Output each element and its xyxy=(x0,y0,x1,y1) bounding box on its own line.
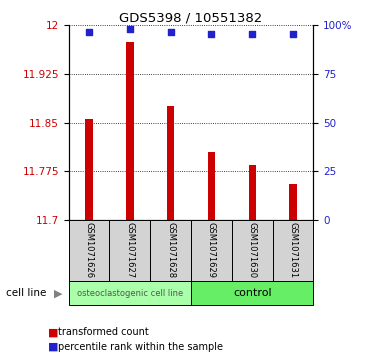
Text: GSM1071629: GSM1071629 xyxy=(207,223,216,278)
Title: GDS5398 / 10551382: GDS5398 / 10551382 xyxy=(119,11,263,24)
Bar xyxy=(85,119,93,220)
Text: osteoclastogenic cell line: osteoclastogenic cell line xyxy=(77,289,183,298)
Text: ■: ■ xyxy=(48,327,59,337)
Bar xyxy=(289,184,297,220)
Point xyxy=(209,31,214,37)
Bar xyxy=(167,106,174,220)
Text: transformed count: transformed count xyxy=(58,327,148,337)
Text: cell line: cell line xyxy=(6,288,46,298)
Point xyxy=(168,29,174,35)
Point xyxy=(86,29,92,35)
Text: GSM1071628: GSM1071628 xyxy=(166,223,175,278)
Bar xyxy=(126,42,134,220)
Bar xyxy=(150,220,191,281)
Bar xyxy=(273,220,313,281)
Text: ■: ■ xyxy=(48,342,59,352)
Text: ▶: ▶ xyxy=(54,288,62,298)
Bar xyxy=(69,281,191,305)
Point xyxy=(249,31,255,37)
Text: GSM1071631: GSM1071631 xyxy=(289,223,298,278)
Text: GSM1071626: GSM1071626 xyxy=(85,223,93,278)
Point xyxy=(290,31,296,37)
Bar xyxy=(69,220,109,281)
Bar xyxy=(109,220,150,281)
Bar xyxy=(191,220,232,281)
Text: GSM1071630: GSM1071630 xyxy=(248,223,257,278)
Bar xyxy=(249,164,256,220)
Text: GSM1071627: GSM1071627 xyxy=(125,223,134,278)
Bar xyxy=(208,152,215,220)
Bar xyxy=(232,220,273,281)
Text: percentile rank within the sample: percentile rank within the sample xyxy=(58,342,223,352)
Point xyxy=(127,26,133,32)
Text: control: control xyxy=(233,288,272,298)
Bar xyxy=(191,281,313,305)
